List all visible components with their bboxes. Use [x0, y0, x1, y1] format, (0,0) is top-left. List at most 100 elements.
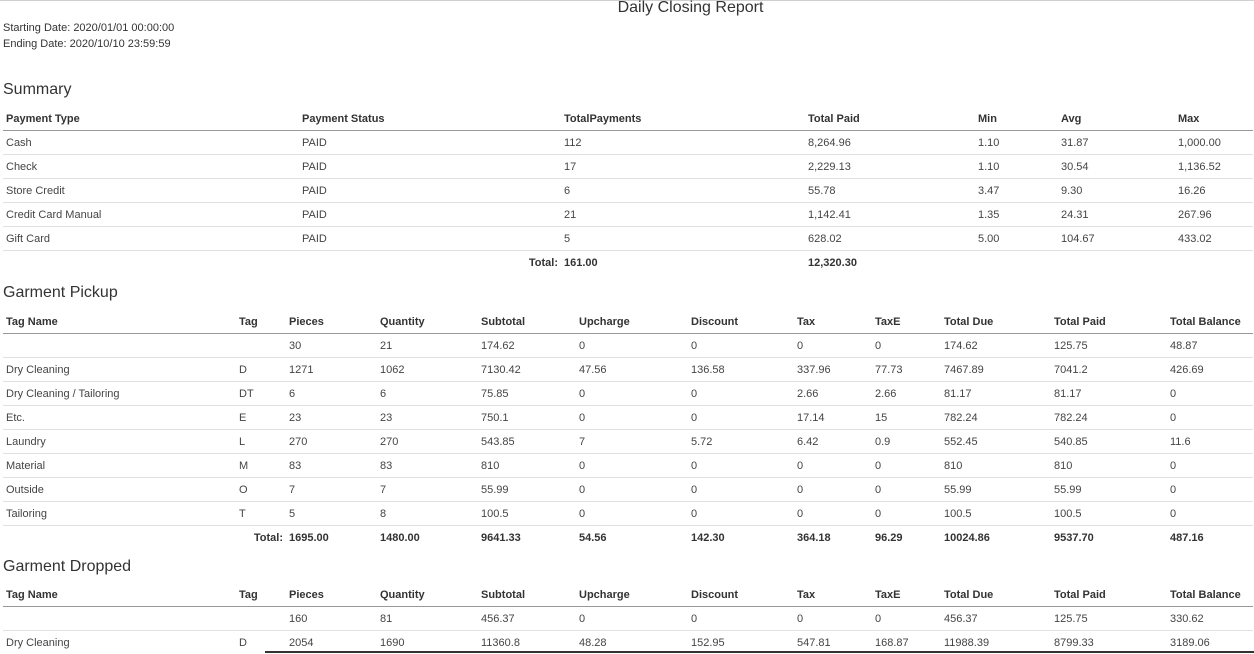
cell: 16.26	[1175, 179, 1253, 203]
cell: 160	[286, 607, 377, 631]
cell: 24.31	[1058, 203, 1175, 227]
cell: 7041.2	[1051, 358, 1167, 382]
cell: 6	[286, 382, 377, 406]
cell: 0	[1167, 502, 1253, 526]
cell: 270	[377, 430, 478, 454]
cell: 6	[561, 179, 805, 203]
cell: 1.35	[975, 203, 1058, 227]
cell: 55.78	[805, 179, 975, 203]
cell: Cash	[3, 131, 299, 155]
col-payment-status: Payment Status	[299, 107, 561, 131]
cell: 2,229.13	[805, 155, 975, 179]
col-total-balance: Total Balance	[1167, 310, 1253, 334]
cell: 0	[1167, 382, 1253, 406]
cell: 782.24	[941, 406, 1051, 430]
cell: 100.5	[478, 502, 576, 526]
cell: 17.14	[794, 406, 872, 430]
pickup-total-row: Total: 1695.00 1480.00 9641.33 54.56 142…	[3, 526, 1253, 550]
cell	[236, 607, 286, 631]
col-tag: Tag	[236, 310, 286, 334]
cell: 1062	[377, 358, 478, 382]
cell: 104.67	[1058, 227, 1175, 251]
cell: 270	[286, 430, 377, 454]
cell: 7467.89	[941, 358, 1051, 382]
cell: 628.02	[805, 227, 975, 251]
cell: 0	[688, 502, 794, 526]
cell: 0	[872, 607, 941, 631]
col-total-due: Total Due	[941, 310, 1051, 334]
cell: 782.24	[1051, 406, 1167, 430]
cell: 0	[576, 478, 688, 502]
cell: 0	[688, 382, 794, 406]
cell: 0	[794, 454, 872, 478]
cell: M	[236, 454, 286, 478]
cell: 5.72	[688, 430, 794, 454]
cell: 23	[377, 406, 478, 430]
cell: 810	[478, 454, 576, 478]
cell: 31.87	[1058, 131, 1175, 155]
col-quantity: Quantity	[377, 310, 478, 334]
summary-table: Payment Type Payment Status TotalPayment…	[3, 107, 1253, 274]
col-tag: Tag	[236, 583, 286, 607]
col-subtotal: Subtotal	[478, 310, 576, 334]
cell: 0	[576, 334, 688, 358]
page-cut-line	[265, 651, 1254, 653]
cell: 30	[286, 334, 377, 358]
cell: 552.45	[941, 430, 1051, 454]
cell: 55.99	[478, 478, 576, 502]
cell: 6.42	[794, 430, 872, 454]
garment-dropped-heading: Garment Dropped	[3, 558, 131, 576]
cell	[1175, 251, 1253, 275]
total-value: 487.16	[1167, 526, 1253, 550]
cell: 1271	[286, 358, 377, 382]
report-title: Daily Closing Report	[0, 0, 1254, 17]
cell: L	[236, 430, 286, 454]
garment-dropped-table: Tag Name Tag Pieces Quantity Subtotal Up…	[3, 583, 1253, 654]
total-value: 9537.70	[1051, 526, 1167, 550]
col-payment-type: Payment Type	[3, 107, 299, 131]
total-paid-value: 12,320.30	[805, 251, 975, 275]
cell: O	[236, 478, 286, 502]
cell: Gift Card	[3, 227, 299, 251]
cell: 8,264.96	[805, 131, 975, 155]
total-value: 9641.33	[478, 526, 576, 550]
cell: 0.9	[872, 430, 941, 454]
cell: PAID	[299, 131, 561, 155]
cell: 426.69	[1167, 358, 1253, 382]
starting-date: Starting Date: 2020/01/01 00:00:00	[3, 20, 174, 36]
col-tag-name: Tag Name	[3, 583, 236, 607]
col-tag-name: Tag Name	[3, 310, 236, 334]
total-value: 10024.86	[941, 526, 1051, 550]
total-value: 1695.00	[286, 526, 377, 550]
cell: 1,000.00	[1175, 131, 1253, 155]
cell: 433.02	[1175, 227, 1253, 251]
cell: 0	[794, 502, 872, 526]
cell: 5	[286, 502, 377, 526]
cell: 9.30	[1058, 179, 1175, 203]
cell: 7130.42	[478, 358, 576, 382]
col-total-paid: Total Paid	[805, 107, 975, 131]
cell: 112	[561, 131, 805, 155]
cell: 136.58	[688, 358, 794, 382]
col-taxe: TaxE	[872, 310, 941, 334]
cell: 81.17	[941, 382, 1051, 406]
cell: 83	[377, 454, 478, 478]
cell: PAID	[299, 203, 561, 227]
cell: Store Credit	[3, 179, 299, 203]
cell: 337.96	[794, 358, 872, 382]
cell: 2.66	[794, 382, 872, 406]
col-upcharge: Upcharge	[576, 310, 688, 334]
cell: 0	[688, 478, 794, 502]
cell: Outside	[3, 478, 236, 502]
cell	[3, 526, 236, 550]
cell: 0	[1167, 454, 1253, 478]
pickup-header-row: Tag Name Tag Pieces Quantity Subtotal Up…	[3, 310, 1253, 334]
total-payments-value: 161.00	[561, 251, 805, 275]
col-subtotal: Subtotal	[478, 583, 576, 607]
cell: 125.75	[1051, 607, 1167, 631]
